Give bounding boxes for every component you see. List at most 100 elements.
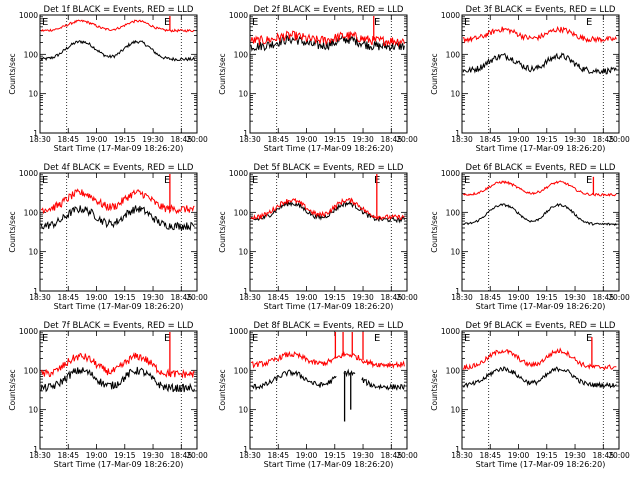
x-axis-label: Start Time (17-Mar-09 18:26:20)	[264, 460, 394, 469]
series-line-events	[40, 39, 195, 62]
x-tick-label: 20:00	[396, 135, 418, 144]
detector-panel-6: Det 6f BLACK = Events, RED = LLD 1 10 100 10…	[430, 163, 630, 311]
corner-mark: E	[464, 17, 470, 28]
x-tick-label: 19:00	[86, 293, 108, 302]
detector-panel-5: Det 5f BLACK = Events, RED = LLD 1 10 100 10…	[218, 163, 418, 311]
x-tick-label: 18:30	[29, 293, 51, 302]
panel-title: Det 6f BLACK = Events, RED = LLD	[466, 163, 616, 173]
x-tick-label: 19:30	[352, 293, 374, 302]
y-tick-label: 100	[234, 50, 249, 59]
corner-mark: E	[252, 17, 258, 28]
series-line-events	[462, 52, 617, 75]
x-tick-label: 20:00	[186, 135, 208, 144]
x-axis-label: Start Time (17-Mar-09 18:26:20)	[54, 460, 184, 469]
panel-title: Det 9f BLACK = Events, RED = LLD	[466, 321, 616, 331]
x-tick-label: 19:15	[536, 135, 558, 144]
y-tick-label: 100	[446, 50, 461, 59]
corner-mark: E	[374, 333, 380, 344]
plot-frame	[249, 172, 408, 292]
y-tick-label: 1	[455, 287, 460, 296]
panel-title: Det 1f BLACK = Events, RED = LLD	[44, 5, 194, 15]
x-tick-label: 20:00	[396, 451, 418, 460]
series-line-events	[250, 368, 405, 391]
y-axis-label: Counts/sec	[218, 53, 227, 94]
y-tick-label: 10	[28, 248, 38, 257]
x-axis-label: Start Time (17-Mar-09 18:26:20)	[54, 144, 184, 153]
x-tick-label: 18:30	[239, 451, 261, 460]
x-tick-label: 19:15	[536, 451, 558, 460]
x-tick-label: 19:15	[536, 293, 558, 302]
y-tick-label: 1000	[441, 11, 460, 20]
y-tick-label: 1	[243, 287, 248, 296]
panel-title: Det 8f BLACK = Events, RED = LLD	[254, 321, 404, 331]
x-tick-label: 19:15	[114, 293, 136, 302]
y-tick-label: 10	[238, 248, 248, 257]
x-tick-label: 19:15	[324, 135, 346, 144]
corner-mark: E	[586, 175, 592, 186]
x-tick-label: 20:00	[396, 293, 418, 302]
x-tick-label: 20:00	[608, 293, 630, 302]
x-axis-label: Start Time (17-Mar-09 18:26:20)	[476, 460, 606, 469]
series-line-lld	[40, 19, 195, 33]
y-tick-label: 100	[446, 366, 461, 375]
x-tick-label: 18:45	[380, 293, 402, 302]
y-tick-label: 1	[455, 445, 460, 454]
y-tick-label: 1000	[19, 169, 38, 178]
series-line-lld	[40, 351, 195, 379]
y-tick-label: 1	[33, 445, 38, 454]
y-tick-label: 10	[238, 90, 248, 99]
y-axis-label: Counts/sec	[430, 53, 439, 94]
x-tick-label: 19:00	[508, 293, 530, 302]
corner-mark: E	[586, 333, 592, 344]
detector-panel-9: Det 9f BLACK = Events, RED = LLD 1 10 100 10…	[430, 321, 630, 469]
y-tick-label: 10	[450, 90, 460, 99]
x-tick-label: 20:00	[186, 293, 208, 302]
x-axis-label: Start Time (17-Mar-09 18:26:20)	[264, 144, 394, 153]
x-tick-label: 19:00	[296, 293, 318, 302]
x-tick-label: 19:30	[352, 451, 374, 460]
panel-title: Det 2f BLACK = Events, RED = LLD	[254, 5, 404, 15]
x-tick-label: 19:00	[508, 451, 530, 460]
x-tick-label: 18:30	[239, 293, 261, 302]
x-tick-label: 18:45	[479, 451, 501, 460]
y-tick-label: 1	[33, 287, 38, 296]
series-line-events	[250, 34, 405, 52]
y-tick-label: 100	[24, 50, 39, 59]
x-axis-label: Start Time (17-Mar-09 18:26:20)	[264, 302, 394, 311]
panel-title: Det 7f BLACK = Events, RED = LLD	[44, 321, 194, 331]
y-tick-label: 1000	[19, 327, 38, 336]
x-tick-label: 18:45	[592, 135, 614, 144]
series-line-lld	[462, 25, 617, 44]
corner-mark: E	[374, 17, 380, 28]
corner-mark: E	[464, 333, 470, 344]
corner-mark: E	[586, 17, 592, 28]
detector-panel-7: Det 7f BLACK = Events, RED = LLD 1 10 100 10…	[8, 321, 208, 469]
x-axis-label: Start Time (17-Mar-09 18:26:20)	[476, 302, 606, 311]
y-axis-label: Counts/sec	[218, 211, 227, 252]
y-axis-label: Counts/sec	[430, 369, 439, 410]
corner-mark: E	[164, 17, 170, 28]
y-tick-label: 1000	[229, 11, 248, 20]
y-tick-label: 1	[455, 129, 460, 138]
x-tick-label: 19:30	[564, 293, 586, 302]
plot-frame	[461, 14, 620, 134]
x-tick-label: 19:30	[142, 451, 164, 460]
y-axis-label: Counts/sec	[218, 369, 227, 410]
x-tick-label: 18:45	[380, 451, 402, 460]
x-tick-label: 18:45	[170, 451, 192, 460]
y-tick-label: 10	[450, 248, 460, 257]
y-tick-label: 100	[234, 366, 249, 375]
x-tick-label: 18:45	[267, 293, 289, 302]
x-tick-label: 19:30	[564, 451, 586, 460]
y-tick-label: 1	[33, 129, 38, 138]
series-line-lld	[462, 180, 617, 197]
x-tick-label: 18:30	[29, 451, 51, 460]
x-tick-label: 18:45	[170, 293, 192, 302]
corner-mark: E	[464, 175, 470, 186]
series-line-lld	[250, 30, 405, 48]
x-tick-label: 19:30	[564, 135, 586, 144]
x-tick-label: 18:30	[239, 135, 261, 144]
x-tick-label: 19:30	[142, 135, 164, 144]
x-tick-label: 18:45	[267, 135, 289, 144]
